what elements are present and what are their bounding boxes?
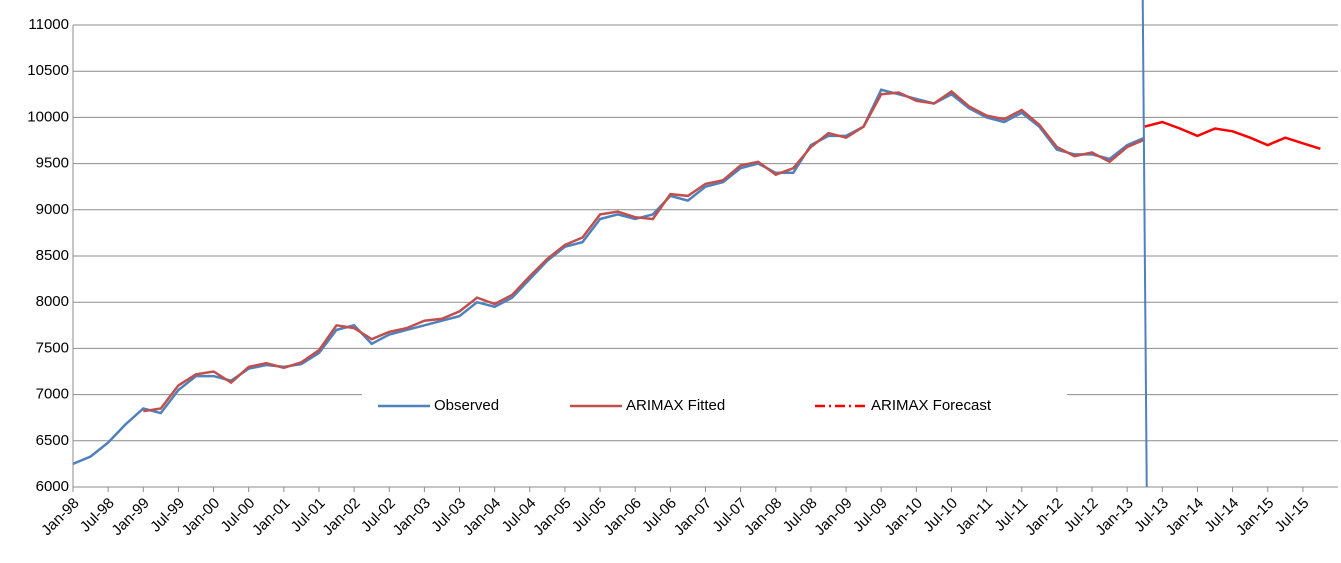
y-tick-label: 8000 [36, 293, 69, 310]
x-tick-label: Jan-05 [530, 495, 574, 539]
series-line [72, 88, 1146, 466]
legend-box [362, 392, 1067, 420]
y-tick-label: 7000 [36, 386, 69, 403]
x-tick-label: Jan-06 [600, 495, 644, 539]
y-tick-label: 8500 [36, 247, 69, 264]
y-tick-label: 9000 [36, 201, 69, 218]
y-tick-label: 6000 [36, 478, 69, 495]
legend-label: ARIMAX Forecast [871, 397, 992, 414]
x-tick-label: Jan-01 [249, 495, 293, 539]
series-line [143, 89, 1146, 413]
x-tick-label: Jan-14 [1163, 495, 1207, 539]
x-tick-label: Jan-03 [390, 495, 434, 539]
x-tick-label: Jan-12 [1022, 495, 1066, 539]
legend-label: Observed [434, 397, 499, 414]
x-tick-label: Jan-10 [882, 495, 926, 539]
x-tick-label: Jan-02 [319, 495, 363, 539]
x-tick-label: Jan-11 [953, 495, 997, 539]
forecast-boundary [1141, 0, 1148, 488]
y-tick-label: 11000 [28, 16, 69, 33]
legend: Observed ARIMAX Fitted ARIMAX Forecast [362, 392, 1067, 420]
x-tick-label: Jan-13 [1092, 495, 1136, 539]
legend-label: ARIMAX Fitted [626, 397, 725, 414]
x-tick-label: Jan-07 [671, 495, 715, 539]
y-tick-label: 7500 [36, 339, 69, 356]
y-tick-label: 9500 [36, 155, 69, 172]
x-tick-label: Jan-99 [108, 495, 152, 539]
y-tick-label: 10000 [27, 108, 69, 125]
y-tick-label: 10500 [27, 62, 69, 79]
x-tick-label: Jan-98 [38, 495, 82, 539]
x-tick-label: Jan-15 [1233, 495, 1277, 539]
x-tick-label: Jan-04 [460, 495, 504, 539]
y-tick-label: 6500 [36, 432, 69, 449]
x-tick-label: Jul-15 [1272, 495, 1313, 536]
x-tick-label: Jan-08 [741, 495, 785, 539]
series-line [1144, 120, 1321, 150]
x-tick-label: Jan-00 [179, 495, 223, 539]
x-tick-label: Jan-09 [811, 495, 855, 539]
